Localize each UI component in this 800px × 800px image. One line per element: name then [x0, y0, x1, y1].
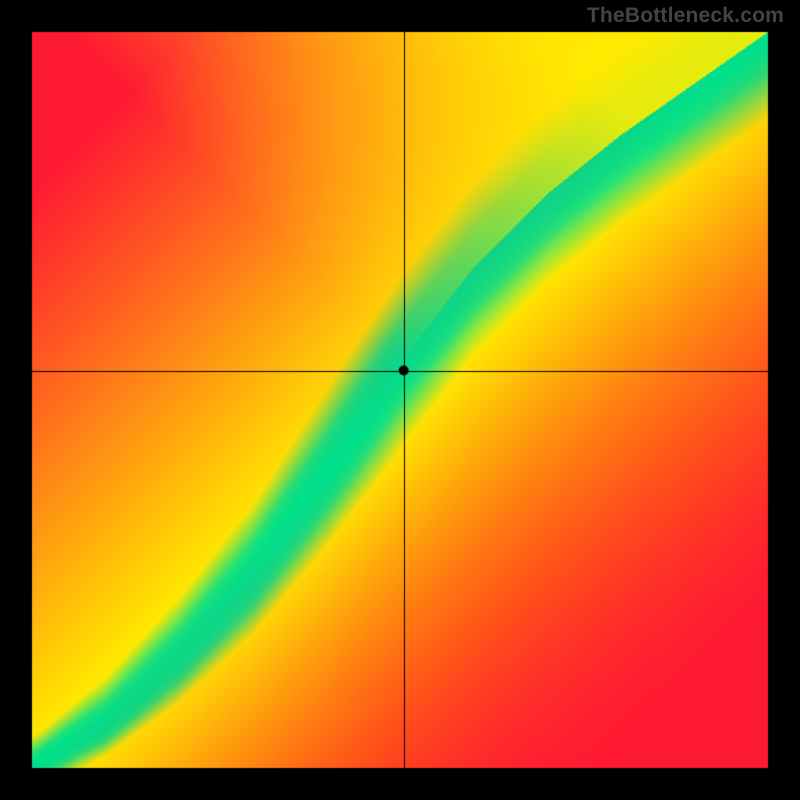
chart-container: TheBottleneck.com — [0, 0, 800, 800]
watermark-text: TheBottleneck.com — [587, 4, 784, 28]
heatmap-canvas — [0, 0, 800, 800]
